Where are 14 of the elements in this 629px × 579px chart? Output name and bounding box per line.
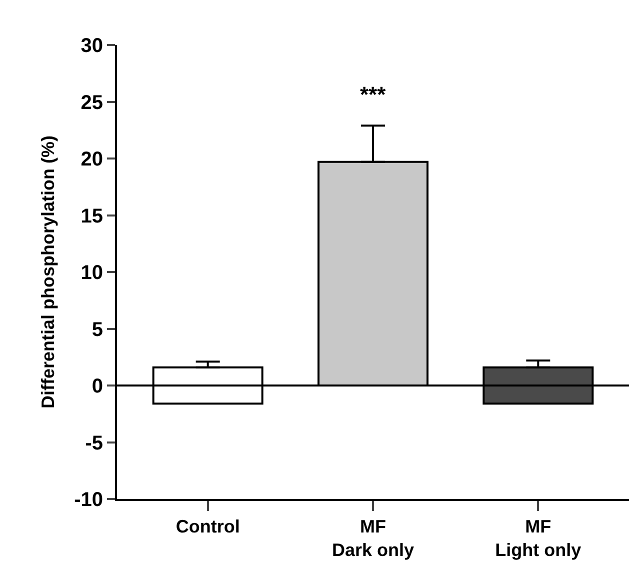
y-axis-title: Differential phosphorylation (%): [38, 135, 58, 409]
y-tick-label: 0: [92, 376, 103, 398]
y-tick-label: -10: [74, 489, 103, 511]
y-tick-label: 30: [80, 35, 103, 57]
y-tick-label: -5: [85, 432, 103, 454]
y-tick-label: 15: [80, 205, 103, 228]
y-tick-label: 5: [92, 318, 103, 341]
y-tick-label: 20: [80, 148, 103, 170]
y-tick-label: 10: [80, 262, 103, 284]
y-tick-label: 25: [80, 92, 103, 114]
annotation: ***: [360, 82, 386, 107]
x-tick-label: MF Dark only: [332, 516, 414, 560]
x-tick-label: Control: [176, 516, 240, 537]
x-tick-label: MF Light only: [495, 516, 582, 560]
